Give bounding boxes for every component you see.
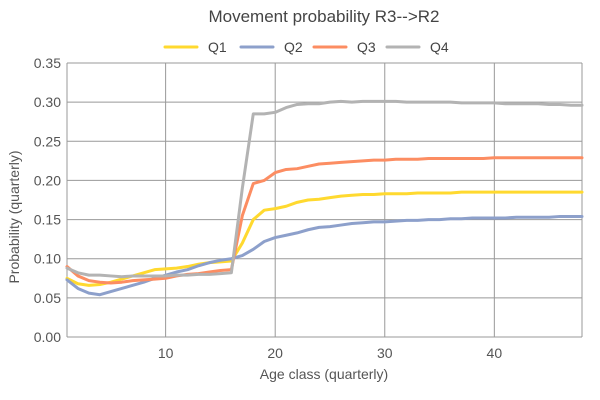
legend-label: Q3 bbox=[357, 39, 376, 55]
x-tick-label: 30 bbox=[377, 345, 393, 361]
series-line-q2 bbox=[65, 214, 584, 297]
legend-label: Q1 bbox=[208, 39, 227, 55]
y-tick-label: 0.10 bbox=[34, 251, 61, 267]
y-tick-label: 0.30 bbox=[34, 94, 61, 110]
x-axis-title: Age class (quarterly) bbox=[260, 366, 388, 382]
legend: Q1 Q2 Q3 Q4 bbox=[163, 39, 449, 55]
x-tick-label: 40 bbox=[487, 345, 503, 361]
series-line-q1 bbox=[65, 190, 584, 287]
y-tick-label: 0.35 bbox=[34, 55, 61, 71]
y-tick-label: 0.25 bbox=[34, 133, 61, 149]
y-tick-label: 0.20 bbox=[34, 172, 61, 188]
y-tick-label: 0.00 bbox=[34, 329, 61, 345]
legend-label: Q2 bbox=[284, 39, 303, 55]
legend-label: Q4 bbox=[430, 39, 449, 55]
x-tick-label: 10 bbox=[158, 345, 174, 361]
y-tick-label: 0.15 bbox=[34, 212, 61, 228]
x-tick-label: 20 bbox=[267, 345, 283, 361]
y-axis-title: Probability (quarterly) bbox=[6, 150, 22, 283]
tick-labels: 0.00 0.05 0.10 0.15 0.20 0.25 0.30 0.35 10 20 30 40 bbox=[34, 55, 503, 361]
grid bbox=[66, 62, 583, 338]
series-line-q4 bbox=[65, 99, 584, 279]
chart-title: Movement probability R3-->R2 bbox=[208, 7, 439, 26]
y-tick-label: 0.05 bbox=[34, 290, 61, 306]
series-lines bbox=[65, 99, 584, 297]
series-line-q3 bbox=[65, 156, 584, 285]
